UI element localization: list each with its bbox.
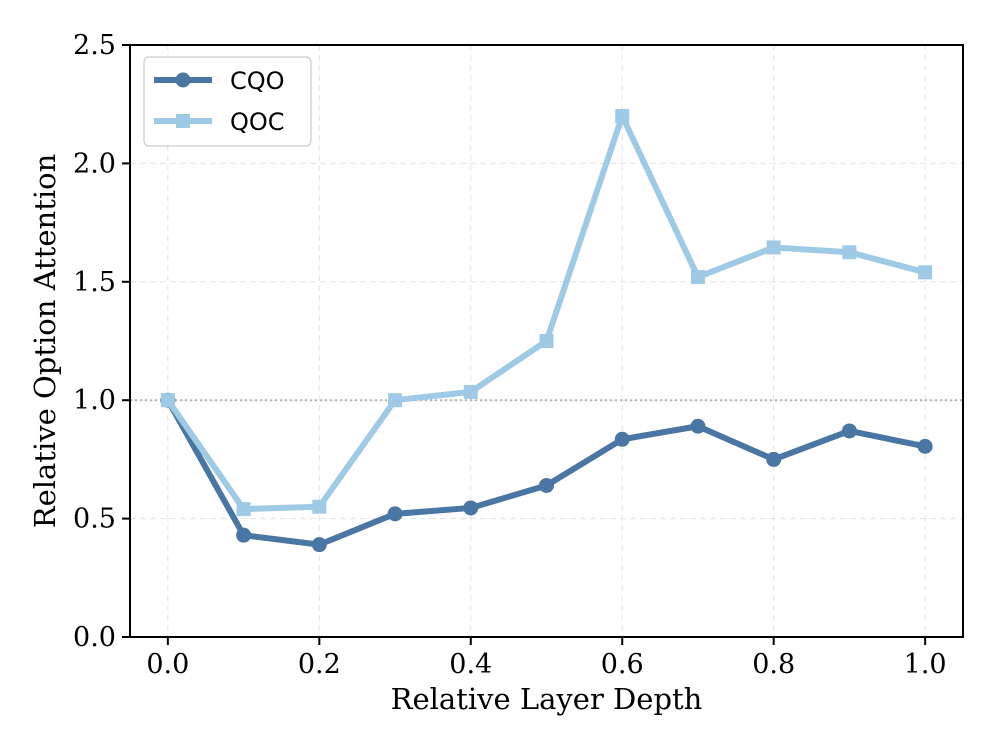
legend-cqo-label: CQO (230, 67, 285, 95)
x-tick-label: 1.0 (904, 649, 947, 680)
data-point-qoc (388, 393, 403, 408)
data-point-qoc (236, 502, 251, 517)
data-point-cqo (841, 423, 857, 439)
legend-qoc-label: QOC (230, 108, 285, 136)
data-point-cqo (917, 438, 933, 454)
data-point-cqo (766, 451, 782, 467)
data-point-cqo (614, 431, 630, 447)
series-layer (160, 109, 933, 553)
y-tick-label: 1.0 (73, 385, 116, 416)
y-axis-label: Relative Option Attention (28, 154, 62, 529)
y-tick-label: 0.0 (73, 622, 116, 653)
data-point-cqo (236, 527, 252, 543)
legend-box (143, 56, 312, 147)
legend: CQO QOC (143, 56, 312, 147)
legend-cqo-marker (175, 72, 191, 88)
x-tick-label: 0.8 (752, 649, 795, 680)
plot-frame (129, 44, 964, 638)
y-tick-label: 0.5 (73, 504, 116, 535)
y-tick-label: 1.5 (73, 267, 116, 298)
x-tick-label: 0.6 (601, 649, 644, 680)
data-point-qoc (160, 393, 175, 408)
data-point-qoc (842, 245, 857, 260)
x-tick-label: 0.4 (449, 649, 492, 680)
data-point-cqo (387, 506, 403, 522)
data-point-qoc (539, 334, 554, 348)
x-tick-label: 0.0 (146, 649, 189, 680)
data-point-cqo (311, 537, 327, 553)
data-point-cqo (539, 477, 554, 493)
data-point-qoc (918, 265, 933, 280)
data-point-qoc (312, 499, 327, 514)
data-point-qoc (766, 240, 781, 255)
axis-ticks: 0.0 0.2 0.4 0.6 0.8 1.0 0.0 0.5 1.0 1.5 2.0 2.5 (73, 30, 947, 680)
data-point-qoc (463, 384, 478, 399)
data-point-qoc (690, 270, 705, 285)
x-axis-label: Relative Layer Depth (391, 682, 703, 716)
y-tick-label: 2.5 (73, 30, 116, 61)
legend-qoc-marker (176, 114, 190, 128)
x-tick-label: 0.2 (298, 649, 341, 680)
data-point-qoc (615, 109, 630, 124)
data-point-cqo (690, 418, 706, 434)
y-tick-label: 2.0 (73, 148, 116, 179)
data-point-cqo (463, 500, 479, 516)
